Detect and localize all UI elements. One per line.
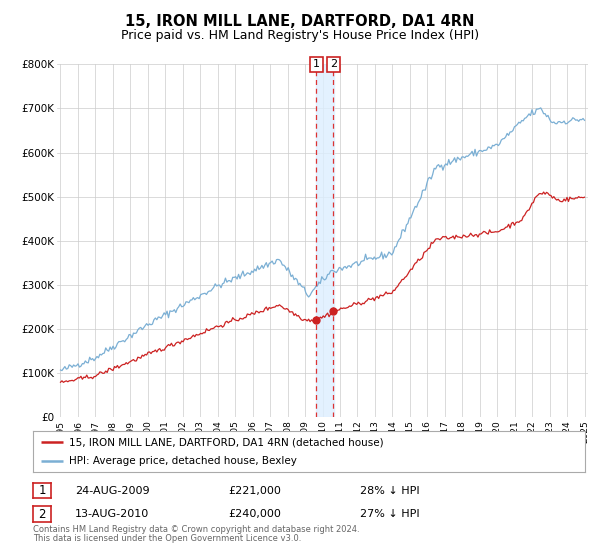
- Text: £240,000: £240,000: [228, 509, 281, 519]
- Text: 28% ↓ HPI: 28% ↓ HPI: [360, 486, 419, 496]
- Text: £221,000: £221,000: [228, 486, 281, 496]
- Text: 24-AUG-2009: 24-AUG-2009: [75, 486, 149, 496]
- Bar: [316, 64, 334, 417]
- Text: Price paid vs. HM Land Registry's House Price Index (HPI): Price paid vs. HM Land Registry's House …: [121, 29, 479, 42]
- Text: This data is licensed under the Open Government Licence v3.0.: This data is licensed under the Open Gov…: [33, 534, 301, 543]
- Text: 15, IRON MILL LANE, DARTFORD, DA1 4RN: 15, IRON MILL LANE, DARTFORD, DA1 4RN: [125, 14, 475, 29]
- Text: 27% ↓ HPI: 27% ↓ HPI: [360, 509, 419, 519]
- Text: 15, IRON MILL LANE, DARTFORD, DA1 4RN (detached house): 15, IRON MILL LANE, DARTFORD, DA1 4RN (d…: [69, 437, 383, 447]
- Text: 13-AUG-2010: 13-AUG-2010: [75, 509, 149, 519]
- Text: 1: 1: [313, 59, 320, 69]
- Text: 2: 2: [38, 507, 46, 521]
- Text: HPI: Average price, detached house, Bexley: HPI: Average price, detached house, Bexl…: [69, 456, 297, 465]
- Text: 2: 2: [330, 59, 337, 69]
- Text: Contains HM Land Registry data © Crown copyright and database right 2024.: Contains HM Land Registry data © Crown c…: [33, 525, 359, 534]
- Text: 1: 1: [38, 484, 46, 497]
